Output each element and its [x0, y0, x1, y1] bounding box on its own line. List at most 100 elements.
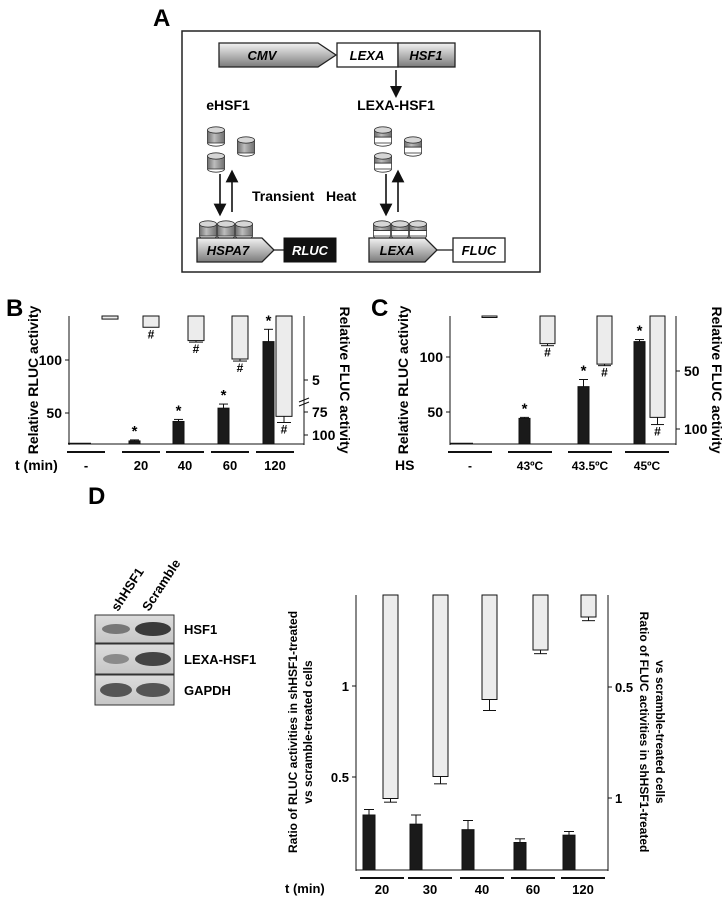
bar-fluc	[275, 315, 293, 417]
chart-d-xaxis-title: t (min)	[285, 881, 325, 896]
bar-fluc	[432, 594, 449, 777]
tick-label-left: 50	[46, 405, 62, 421]
chart-c-ylabel-right: Relative FLUC activity	[709, 306, 725, 453]
cylinder-top	[391, 220, 409, 228]
ehsf1-monomer	[237, 136, 255, 157]
lexa-hsf1-monomer	[404, 136, 422, 157]
blot-band	[103, 654, 129, 664]
lexa-box	[336, 42, 399, 68]
significance-marker: #	[237, 361, 244, 375]
tick-label-right: 0.5	[615, 680, 633, 695]
bar-fluc	[596, 315, 613, 365]
category-label: 40	[178, 458, 192, 473]
lexa-operator-label: LEXA	[380, 243, 415, 258]
category-label: 30	[423, 882, 437, 897]
bar-fluc	[649, 315, 666, 418]
ehsf1-monomer	[207, 126, 225, 147]
lexa-hsf1-monomer	[374, 152, 392, 173]
blot-band	[102, 624, 130, 634]
bar-rluc	[633, 341, 646, 445]
rluc-box	[283, 237, 337, 263]
cmv-label: CMV	[248, 48, 278, 63]
left-equilibrium-arrows	[213, 169, 239, 217]
category-label: -	[84, 458, 88, 473]
chart-b-ylabel-left: Relative RLUC activity	[25, 305, 41, 454]
significance-marker: *	[132, 423, 138, 440]
cylinder-top	[404, 136, 422, 144]
cylinder-top	[374, 126, 392, 134]
lexa-promoter-shape	[368, 237, 438, 263]
transient-label: Transient	[252, 188, 315, 204]
ehsf1-trimer-unit	[217, 220, 235, 240]
bar-fluc	[142, 315, 160, 328]
chart-c-ylabel-left: Relative RLUC activity	[395, 305, 411, 454]
bar-fluc	[481, 594, 498, 700]
ehsf1-trimer-unit	[199, 220, 217, 240]
category-label: 20	[134, 458, 148, 473]
significance-marker: *	[221, 387, 227, 404]
significance-marker: #	[654, 425, 661, 439]
expression-construct: CMV LEXA HSF1	[218, 42, 456, 68]
lexa-hsf1-trimer-unit	[373, 220, 391, 240]
bar-rluc	[409, 823, 423, 871]
panel-a-frame	[181, 30, 541, 273]
category-label: 43ºC	[517, 459, 544, 473]
category-label: 40	[475, 882, 489, 897]
lexa-hsf1-trimer-unit	[409, 220, 427, 240]
bar-fluc	[187, 315, 205, 342]
hspa7-promoter-shape	[196, 237, 275, 263]
tick-label-left: 50	[427, 404, 443, 420]
hspa7-label: HSPA7	[207, 243, 250, 258]
chart-d-ylabel-left-line1: Ratio of RLUC activities in shHSF1-treat…	[286, 611, 300, 853]
cylinder-top	[207, 152, 225, 160]
tick-label-right: 100	[684, 421, 708, 437]
category-label: 43.5ºC	[572, 459, 609, 473]
cylinder-top	[207, 126, 225, 134]
ehsf1-monomer	[207, 152, 225, 173]
significance-marker: *	[266, 312, 272, 329]
bar-fluc	[101, 315, 119, 320]
cylinder-top	[409, 220, 427, 228]
chart-b-axis-break-mark	[298, 397, 310, 403]
bar-rluc	[461, 829, 475, 871]
cylinder-body	[374, 162, 392, 170]
category-label: 120	[264, 458, 286, 473]
rluc-label: RLUC	[292, 243, 329, 258]
tick-label-right: 75	[312, 404, 328, 420]
lexa-hsf1-label: LEXA-HSF1	[357, 97, 435, 113]
chart-b-xaxis-title: t (min)	[15, 457, 58, 473]
western-blot: shHSF1 Scramble HSF1 LEXA-HSF1 GAPDH	[94, 556, 256, 706]
bar-rluc	[562, 834, 576, 871]
bar-rluc	[172, 420, 185, 445]
bar-rluc	[577, 386, 590, 445]
cylinder-bottom	[404, 152, 422, 157]
category-label: -	[468, 459, 472, 473]
blot-band	[135, 622, 171, 636]
panel-a-letter: A	[153, 5, 170, 32]
free-protein-cylinders	[207, 126, 422, 173]
cylinder-body	[404, 146, 422, 154]
cylinder-bottom	[374, 142, 392, 147]
significance-marker: *	[176, 402, 182, 419]
chart-b-axis-break-mark	[298, 401, 310, 407]
chart-d-ylabel-right-line2: vs scramble-treated cells	[653, 660, 667, 804]
fluc-reporter: LEXA FLUC	[368, 237, 506, 263]
significance-marker: *	[637, 323, 643, 340]
significance-marker: #	[281, 422, 288, 436]
chart-b: Relative RLUC activity Relative FLUC act…	[15, 305, 353, 473]
significance-marker: #	[601, 366, 608, 380]
blot-row-label: GAPDH	[184, 683, 231, 698]
blot-row-label: LEXA-HSF1	[184, 652, 256, 667]
category-label: 20	[375, 882, 389, 897]
bar-rluc	[217, 407, 230, 445]
category-label: 45ºC	[634, 459, 661, 473]
bar-rluc	[362, 814, 376, 871]
cylinder-top	[374, 152, 392, 160]
panel-c-letter: C	[371, 295, 388, 322]
hsf1-label: HSF1	[409, 48, 442, 63]
significance-marker: *	[522, 400, 528, 417]
hsf1-box	[397, 42, 456, 68]
chart-c: Relative RLUC activity Relative FLUC act…	[395, 305, 725, 473]
bar-rluc	[518, 417, 531, 445]
bar-fluc	[539, 315, 556, 345]
